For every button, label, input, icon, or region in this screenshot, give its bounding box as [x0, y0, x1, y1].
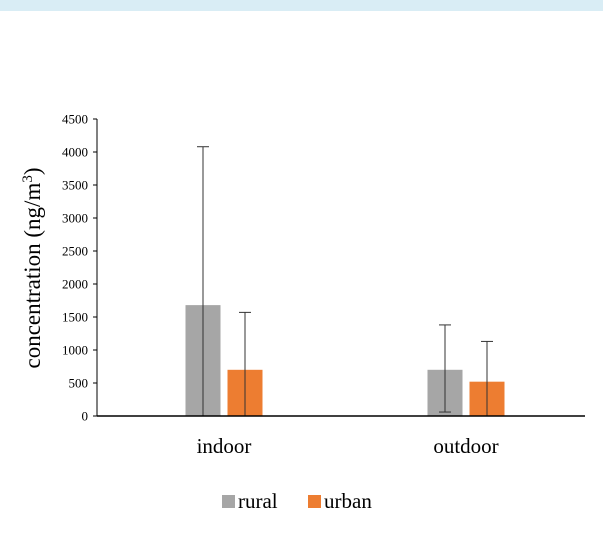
y-tick-label: 2000 — [62, 277, 88, 292]
legend-label-urban: urban — [324, 489, 372, 513]
y-tick-label: 4000 — [62, 145, 88, 160]
top-strip — [0, 0, 603, 11]
legend-label-rural: rural — [238, 489, 278, 513]
y-tick-label: 2500 — [62, 244, 88, 259]
y-axis-label-close: ) — [20, 167, 45, 175]
plot-area: 0 500 1000 1500 2000 2500 3000 3500 4000 4500 indo… — [62, 112, 585, 458]
legend-swatch-rural — [222, 495, 235, 508]
y-tick-label: 3000 — [62, 211, 88, 226]
legend: rural urban — [222, 489, 372, 513]
y-axis-label: concentration (ng/m3) — [20, 167, 45, 368]
legend-swatch-urban — [308, 495, 321, 508]
y-axis-label-superscript: 3 — [20, 175, 36, 183]
x-category-label: outdoor — [433, 434, 498, 458]
y-tick-label: 0 — [82, 409, 89, 424]
y-tick-label: 1500 — [62, 310, 88, 325]
y-axis-label-main: concentration (ng/m — [20, 183, 45, 369]
y-tick-label: 3500 — [62, 178, 88, 193]
y-tick-label: 500 — [69, 376, 89, 391]
y-tick-label: 4500 — [62, 112, 88, 127]
x-category-label: indoor — [197, 434, 252, 458]
y-tick-label: 1000 — [62, 343, 88, 358]
